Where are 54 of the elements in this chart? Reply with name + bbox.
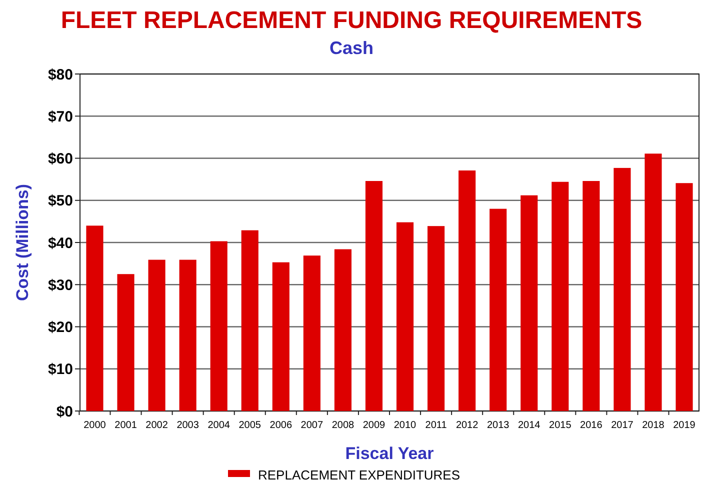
x-tick-label: 2011 — [425, 420, 448, 431]
x-tick-label: 2001 — [114, 420, 138, 431]
bar — [396, 222, 414, 411]
x-tick-label: 2015 — [549, 420, 572, 431]
bar — [179, 260, 196, 411]
bar — [428, 226, 445, 411]
x-tick-label: 2000 — [84, 420, 106, 431]
x-tick-label: 2003 — [176, 420, 200, 431]
y-tick-label: $0 — [56, 403, 73, 420]
bar — [334, 249, 352, 411]
bar — [303, 256, 320, 411]
x-tick-label: 2019 — [673, 420, 696, 431]
bar — [644, 154, 662, 411]
x-tick-label: 2016 — [580, 420, 603, 431]
x-tick-label: 2007 — [300, 420, 324, 431]
bar — [458, 170, 476, 411]
bar — [148, 260, 166, 411]
x-tick-label: 2014 — [518, 420, 541, 431]
x-tick-label: 2013 — [486, 420, 510, 431]
x-tick-label: 2006 — [270, 420, 292, 431]
y-axis-title: Cost (Millions) — [13, 184, 32, 302]
chart-title: FLEET REPLACEMENT FUNDING REQUIREMENTS — [60, 7, 642, 34]
bar — [86, 226, 104, 411]
x-tick-label: 2004 — [208, 420, 230, 431]
bar — [272, 262, 290, 411]
x-tick-label: 2012 — [456, 420, 479, 431]
bar — [365, 180, 383, 411]
bar — [676, 183, 693, 411]
y-tick-label: $30 — [48, 276, 73, 294]
y-tick-label: $80 — [48, 66, 73, 84]
bar — [614, 168, 631, 411]
x-tick-label: 2010 — [394, 420, 417, 431]
x-axis-title: Fiscal Year — [345, 444, 434, 463]
bar — [520, 195, 538, 411]
y-tick-label: $70 — [48, 108, 73, 126]
bar — [552, 182, 569, 411]
x-tick-label: 2009 — [362, 420, 386, 431]
x-tick-label: 2018 — [642, 420, 665, 431]
bar — [117, 274, 134, 411]
y-tick-label: $20 — [48, 319, 73, 336]
bar — [582, 180, 600, 411]
y-tick-label: $60 — [48, 150, 73, 168]
bar — [490, 208, 507, 411]
bar — [210, 241, 228, 411]
x-tick-label: 2002 — [146, 420, 168, 431]
legend-label: REPLACEMENT EXPENDITURES — [258, 468, 460, 483]
x-tick-label: 2008 — [332, 420, 355, 431]
x-tick-label: 2017 — [611, 420, 634, 431]
chart-subtitle: Cash — [329, 38, 374, 58]
bar — [241, 230, 258, 411]
y-tick-label: $50 — [48, 192, 73, 210]
y-tick-label: $10 — [48, 361, 73, 378]
x-tick-label: 2005 — [238, 420, 262, 431]
y-tick-label: $40 — [48, 234, 73, 252]
